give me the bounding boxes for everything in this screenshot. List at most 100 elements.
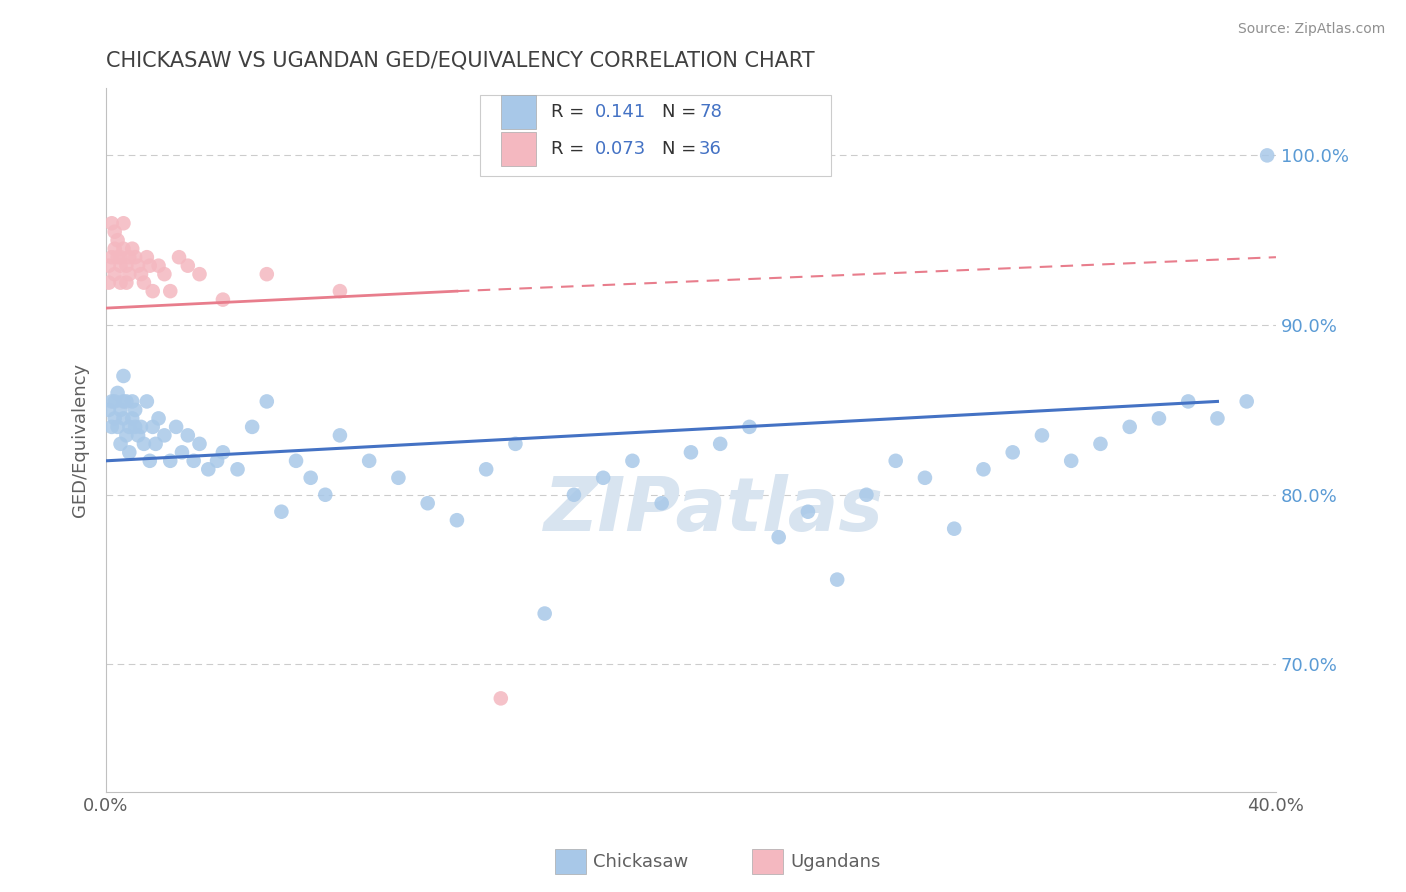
Point bbox=[121, 242, 143, 256]
Point bbox=[205, 454, 228, 468]
Point bbox=[124, 420, 146, 434]
Point bbox=[110, 276, 132, 290]
Text: ZIPatlas: ZIPatlas bbox=[544, 474, 884, 547]
Point bbox=[1090, 437, 1112, 451]
Point bbox=[110, 259, 132, 273]
Text: N =: N = bbox=[662, 103, 702, 120]
Point bbox=[1118, 420, 1140, 434]
Point bbox=[825, 573, 848, 587]
Point bbox=[943, 522, 966, 536]
Point bbox=[1256, 148, 1278, 162]
Point bbox=[475, 462, 498, 476]
Point bbox=[129, 267, 152, 281]
Point bbox=[115, 428, 138, 442]
Point bbox=[115, 259, 138, 273]
Point bbox=[107, 233, 129, 247]
Point bbox=[148, 259, 170, 273]
Point bbox=[1236, 394, 1258, 409]
Point bbox=[446, 513, 468, 527]
Point bbox=[329, 284, 352, 298]
Point bbox=[100, 216, 122, 230]
Point bbox=[153, 428, 176, 442]
Point bbox=[1206, 411, 1229, 425]
Point bbox=[124, 250, 146, 264]
Point bbox=[97, 276, 120, 290]
Point bbox=[142, 284, 165, 298]
Point bbox=[110, 437, 132, 451]
Point bbox=[972, 462, 994, 476]
Point bbox=[100, 394, 122, 409]
Point bbox=[651, 496, 673, 510]
Point bbox=[183, 454, 205, 468]
Point bbox=[256, 267, 278, 281]
Point bbox=[621, 454, 644, 468]
Point bbox=[121, 411, 143, 425]
Point bbox=[110, 403, 132, 417]
Point bbox=[170, 445, 193, 459]
Point bbox=[285, 454, 308, 468]
Point bbox=[107, 250, 129, 264]
Point bbox=[768, 530, 790, 544]
Point bbox=[104, 267, 127, 281]
Point bbox=[127, 428, 149, 442]
Point bbox=[212, 445, 235, 459]
Point bbox=[97, 259, 120, 273]
Point bbox=[212, 293, 235, 307]
Point bbox=[118, 445, 141, 459]
Point bbox=[104, 242, 127, 256]
Text: Ugandans: Ugandans bbox=[790, 853, 880, 871]
Text: CHICKASAW VS UGANDAN GED/EQUIVALENCY CORRELATION CHART: CHICKASAW VS UGANDAN GED/EQUIVALENCY COR… bbox=[105, 51, 814, 70]
Point bbox=[270, 505, 292, 519]
Point bbox=[112, 242, 135, 256]
Point bbox=[505, 437, 527, 451]
Text: 0.073: 0.073 bbox=[595, 140, 647, 158]
Point bbox=[592, 471, 614, 485]
Point bbox=[709, 437, 731, 451]
Point bbox=[104, 394, 127, 409]
Point bbox=[100, 250, 122, 264]
Point bbox=[679, 445, 702, 459]
Bar bbox=[502, 132, 537, 166]
Point bbox=[256, 394, 278, 409]
Point bbox=[112, 216, 135, 230]
Point bbox=[197, 462, 219, 476]
Point bbox=[107, 420, 129, 434]
Point bbox=[115, 394, 138, 409]
Point bbox=[489, 691, 512, 706]
Point bbox=[118, 420, 141, 434]
Point bbox=[135, 250, 157, 264]
Point bbox=[104, 225, 127, 239]
Point bbox=[914, 471, 936, 485]
Point bbox=[299, 471, 322, 485]
Point bbox=[110, 250, 132, 264]
Point bbox=[562, 488, 585, 502]
Text: 0.141: 0.141 bbox=[595, 103, 647, 120]
Point bbox=[139, 454, 162, 468]
Point bbox=[148, 411, 170, 425]
Point bbox=[177, 428, 200, 442]
Point bbox=[738, 420, 761, 434]
Point bbox=[132, 437, 155, 451]
Point bbox=[142, 420, 165, 434]
Text: 78: 78 bbox=[699, 103, 723, 120]
Point bbox=[177, 259, 200, 273]
Point bbox=[1177, 394, 1199, 409]
Point bbox=[135, 394, 157, 409]
Point bbox=[112, 368, 135, 383]
Bar bbox=[502, 95, 537, 128]
Point bbox=[112, 411, 135, 425]
Text: R =: R = bbox=[551, 140, 589, 158]
Text: R =: R = bbox=[551, 103, 595, 120]
Point bbox=[226, 462, 249, 476]
Point bbox=[100, 420, 122, 434]
Point bbox=[124, 403, 146, 417]
Point bbox=[118, 250, 141, 264]
Point bbox=[153, 267, 176, 281]
Point bbox=[1031, 428, 1053, 442]
Point bbox=[387, 471, 409, 485]
Point bbox=[1147, 411, 1170, 425]
Point bbox=[159, 284, 181, 298]
Text: N =: N = bbox=[662, 140, 702, 158]
Point bbox=[1060, 454, 1083, 468]
FancyBboxPatch shape bbox=[481, 95, 831, 176]
